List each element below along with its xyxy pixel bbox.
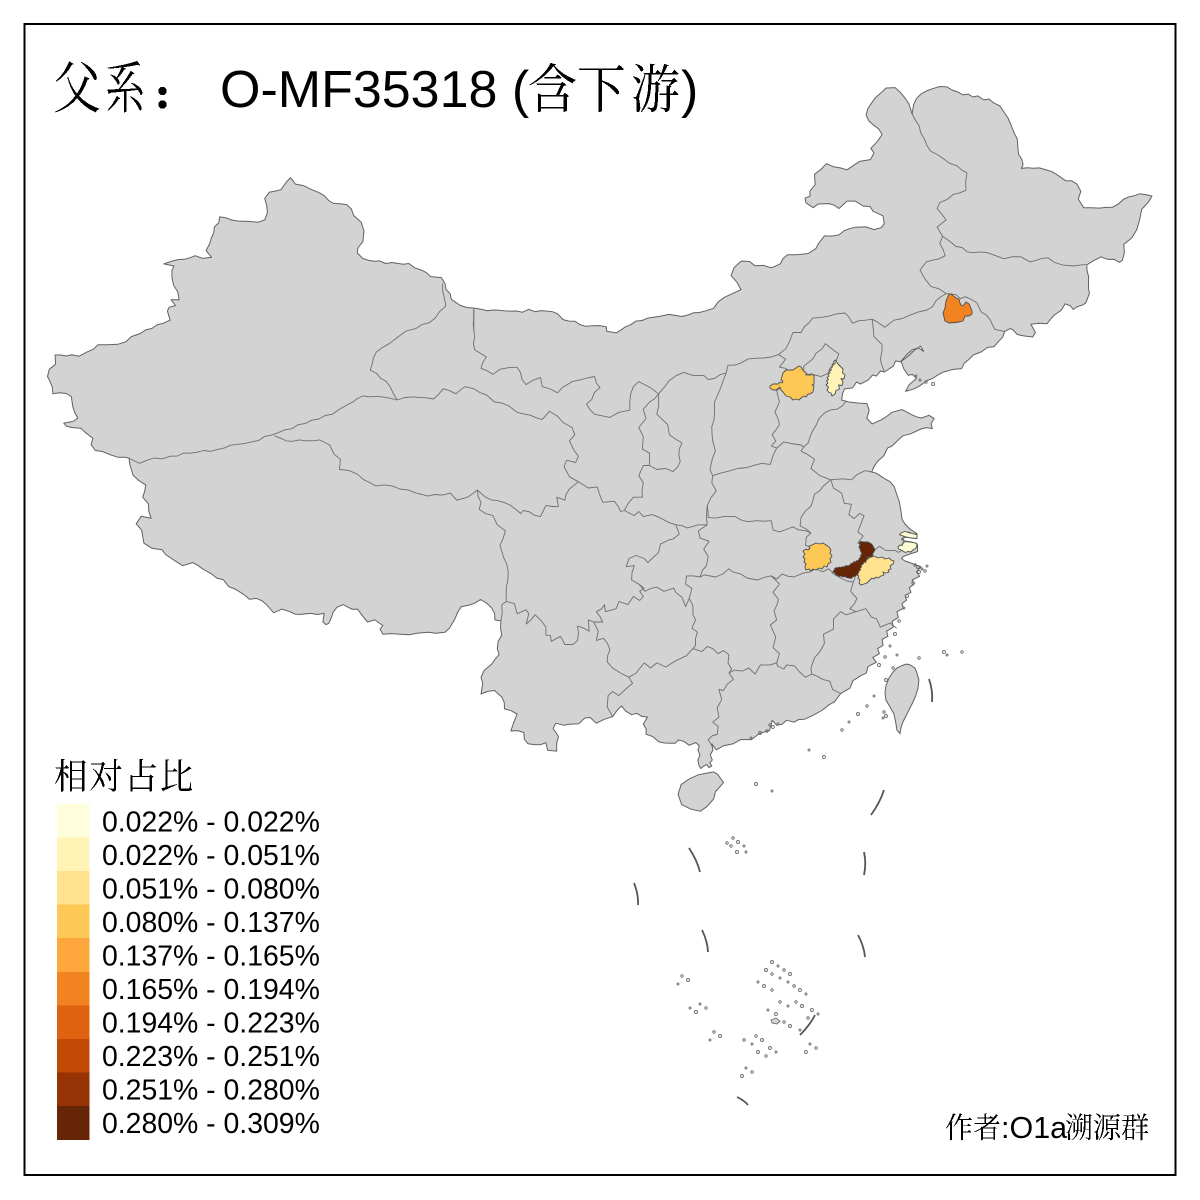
svg-text:0.223% - 0.251%: 0.223% - 0.251% — [102, 1041, 320, 1073]
svg-text:0.022% - 0.022%: 0.022% - 0.022% — [102, 806, 320, 838]
svg-text:0.194% - 0.223%: 0.194% - 0.223% — [102, 1008, 320, 1040]
svg-text:0.051% - 0.080%: 0.051% - 0.080% — [102, 873, 320, 905]
svg-text:): ) — [681, 61, 698, 119]
svg-text:0.022% - 0.051%: 0.022% - 0.051% — [102, 840, 320, 872]
svg-text:0.137% - 0.165%: 0.137% - 0.165% — [102, 941, 320, 973]
svg-text:0.251% - 0.280%: 0.251% - 0.280% — [102, 1075, 320, 1107]
svg-text::O1a: :O1a — [1001, 1111, 1067, 1145]
svg-text:0.280% - 0.309%: 0.280% - 0.309% — [102, 1108, 320, 1140]
svg-text:0.080% - 0.137%: 0.080% - 0.137% — [102, 907, 320, 939]
svg-text:O-MF35318 (: O-MF35318 ( — [220, 61, 530, 119]
svg-text:0.165% - 0.194%: 0.165% - 0.194% — [102, 974, 320, 1006]
